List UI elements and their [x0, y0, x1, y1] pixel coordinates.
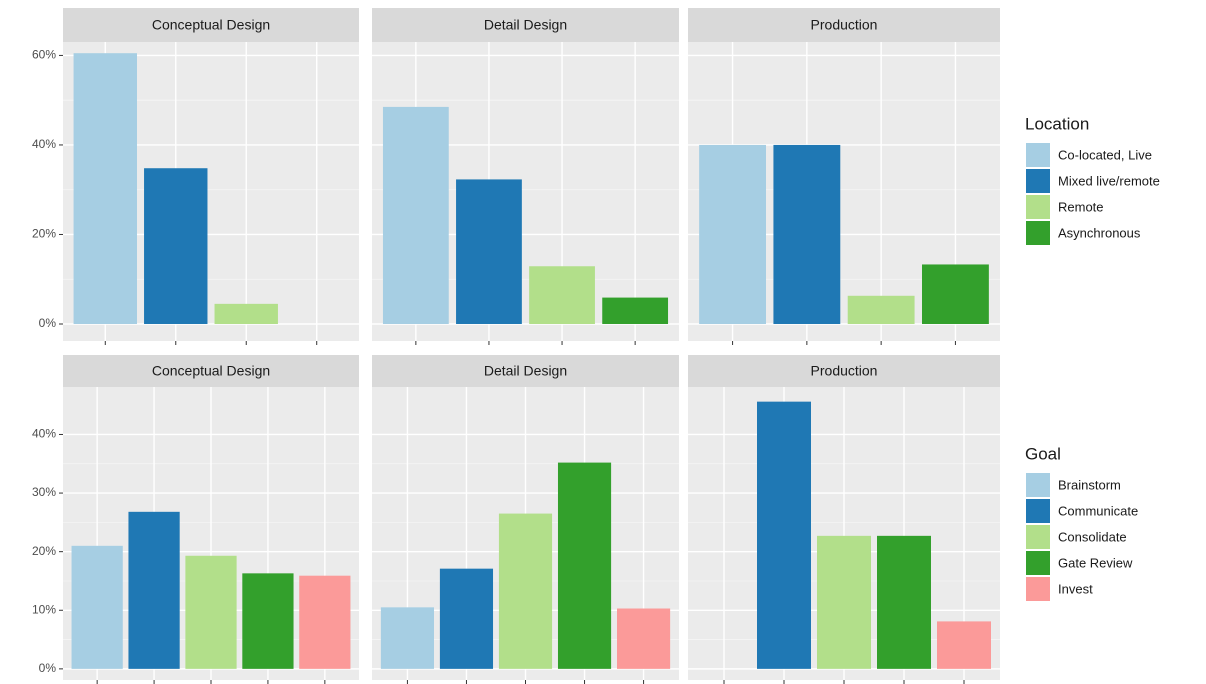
bar	[617, 608, 671, 669]
legend-key	[1026, 473, 1050, 497]
bar	[382, 106, 449, 324]
legend-label: Asynchronous	[1058, 225, 1141, 240]
bar	[185, 555, 237, 669]
bar	[847, 295, 915, 324]
legend-label: Brainstorm	[1058, 477, 1121, 492]
y-tick-label: 40%	[32, 427, 56, 441]
bar	[922, 264, 989, 324]
bar	[877, 535, 931, 669]
legend-key	[1026, 195, 1050, 219]
bar	[557, 462, 612, 669]
bar	[699, 144, 766, 324]
strip	[372, 355, 679, 387]
y-tick-label: 0%	[39, 316, 57, 330]
facet-title: Detail Design	[484, 363, 567, 379]
legend-label: Consolidate	[1058, 529, 1127, 544]
bar	[144, 168, 208, 324]
y-tick-label: 20%	[32, 227, 56, 241]
y-tick-label: 60%	[32, 48, 56, 62]
legend-label: Communicate	[1058, 503, 1138, 518]
bar	[380, 607, 434, 669]
strip	[372, 8, 679, 42]
y-tick-label: 0%	[39, 661, 57, 675]
legend-key	[1026, 221, 1050, 245]
bar	[602, 297, 669, 324]
bar	[757, 401, 811, 669]
bar	[773, 144, 841, 324]
legend-key	[1026, 551, 1050, 575]
legend-key	[1026, 499, 1050, 523]
strip	[688, 8, 1000, 42]
bar	[73, 53, 137, 324]
legend-key	[1026, 525, 1050, 549]
bar	[456, 179, 522, 324]
legend-key	[1026, 143, 1050, 167]
y-tick-label: 10%	[32, 602, 56, 616]
bar	[498, 513, 553, 669]
facet-title: Production	[811, 17, 878, 33]
facet-title: Conceptual Design	[152, 363, 270, 379]
legend-label: Mixed live/remote	[1058, 173, 1160, 188]
strip	[688, 355, 1000, 387]
bar	[299, 575, 351, 669]
bar	[817, 535, 871, 669]
strip	[63, 355, 359, 387]
legend-title: Location	[1025, 114, 1089, 133]
legend-label: Co-located, Live	[1058, 147, 1152, 162]
bar	[529, 266, 595, 324]
bar	[128, 511, 180, 669]
legend-label: Invest	[1058, 581, 1093, 596]
facet-title: Production	[811, 363, 878, 379]
legend-key	[1026, 169, 1050, 193]
y-tick-label: 20%	[32, 544, 56, 558]
y-tick-label: 30%	[32, 485, 56, 499]
legend-title: Goal	[1025, 444, 1061, 463]
y-tick-label: 40%	[32, 137, 56, 151]
facet-title: Conceptual Design	[152, 17, 270, 33]
bar	[439, 568, 494, 669]
bar	[71, 545, 123, 669]
legend-label: Remote	[1058, 199, 1104, 214]
facet-title: Detail Design	[484, 17, 567, 33]
bar	[242, 573, 294, 669]
bar	[937, 621, 991, 669]
bar	[214, 303, 278, 324]
legend-key	[1026, 577, 1050, 601]
strip	[63, 8, 359, 42]
legend-label: Gate Review	[1058, 555, 1133, 570]
